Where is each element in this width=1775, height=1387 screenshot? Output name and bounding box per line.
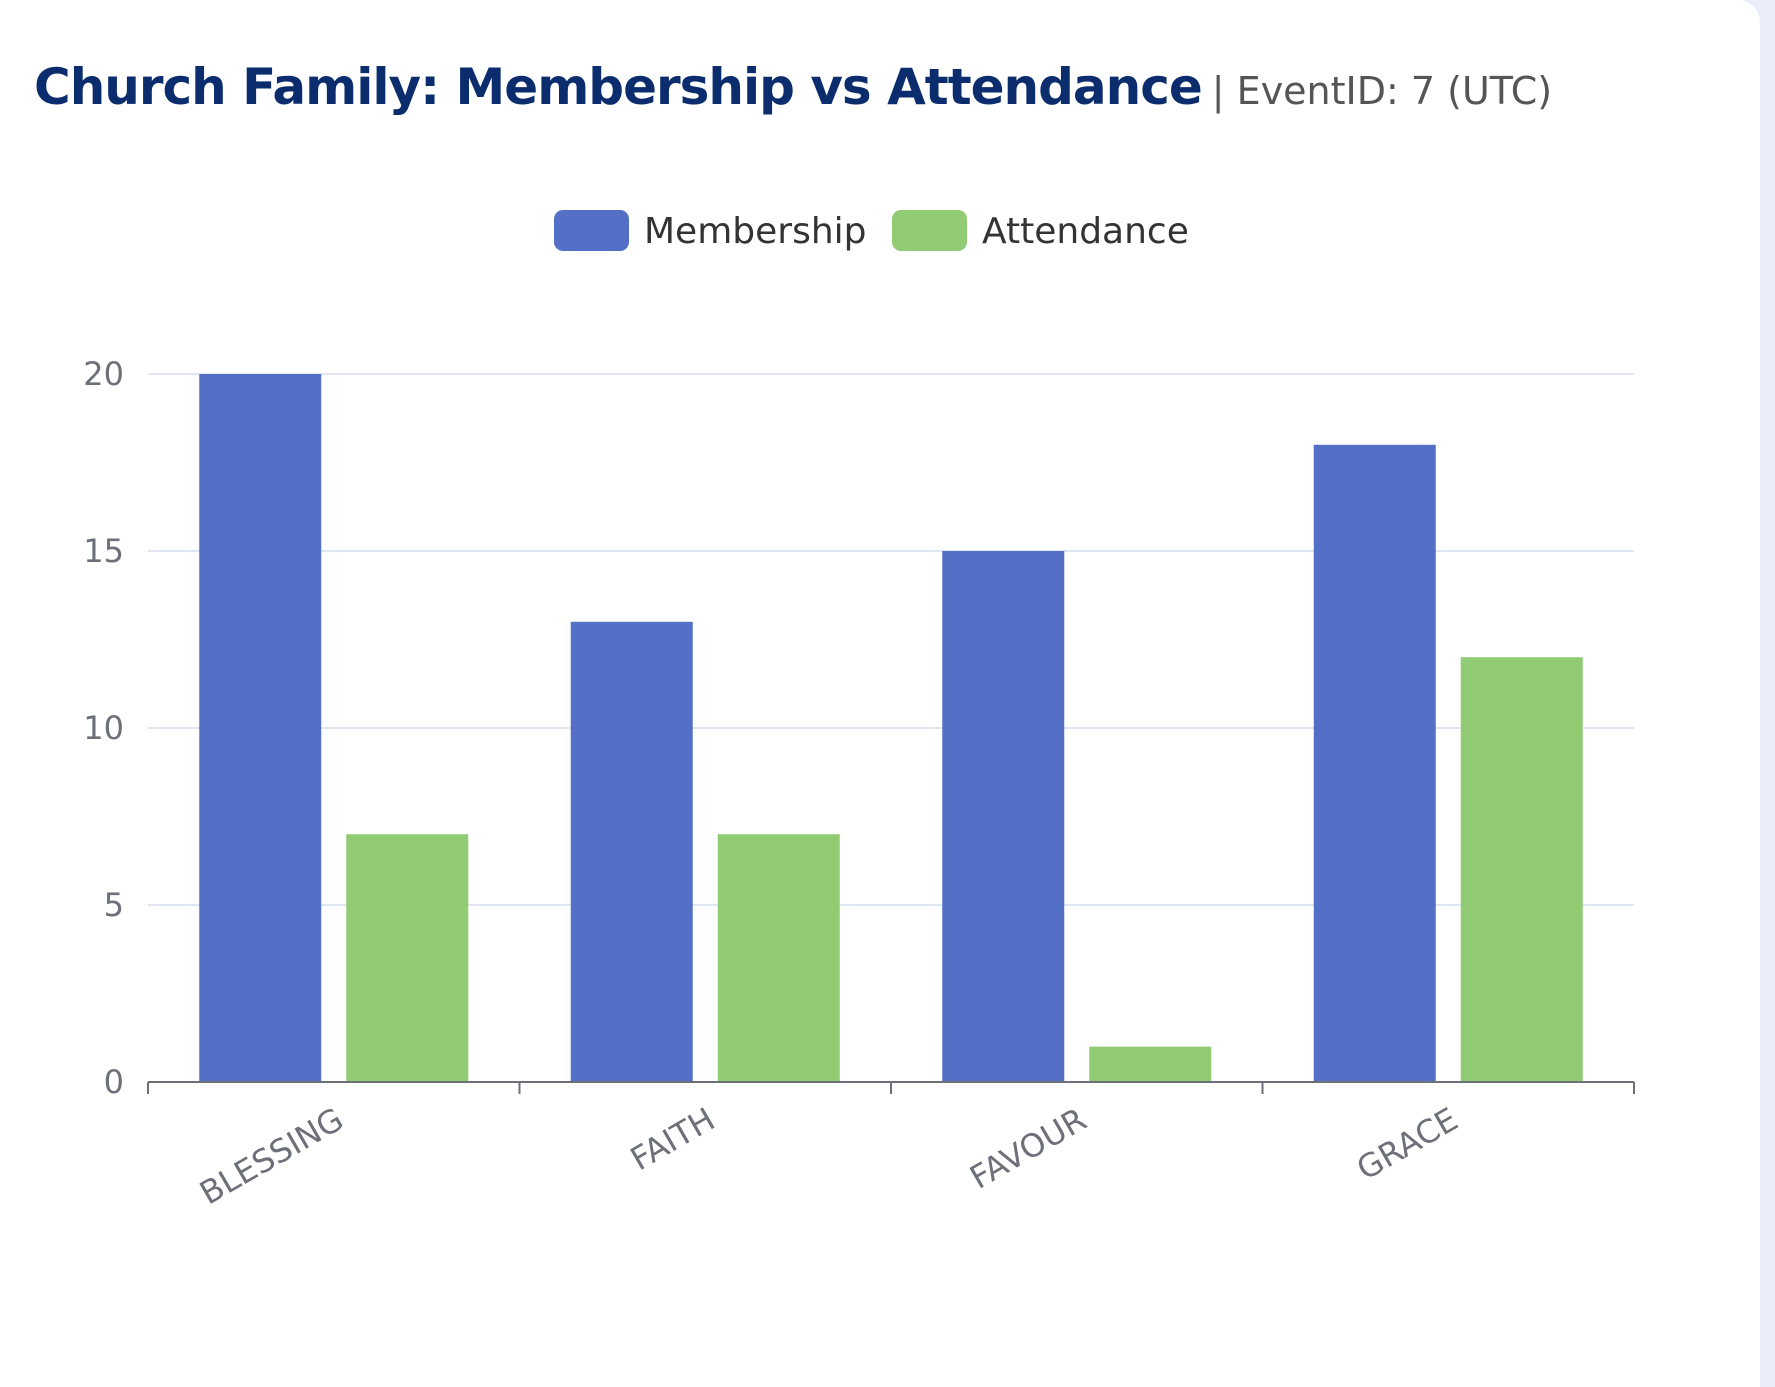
legend-swatch-attendance: [892, 210, 967, 251]
legend-swatch-membership: [554, 210, 629, 251]
bar-membership-favour: [942, 551, 1065, 1082]
bar-attendance-grace: [1460, 657, 1583, 1082]
bar-membership-grace: [1313, 444, 1436, 1082]
x-tick-label: GRACE: [1350, 1100, 1464, 1188]
bar-attendance-faith: [717, 834, 840, 1082]
y-tick-label: 20: [83, 355, 124, 393]
y-tick-label: 15: [83, 532, 124, 570]
bar-attendance-favour: [1089, 1046, 1212, 1082]
legend-label-attendance: Attendance: [982, 211, 1189, 252]
title-subtitle: | EventID: 7 (UTC): [1211, 69, 1553, 113]
chart-title: Church Family: Membership vs Attendance |…: [34, 58, 1552, 116]
legend-label-membership: Membership: [644, 211, 867, 252]
bar-membership-faith: [570, 621, 693, 1082]
title-main: Church Family: Membership vs Attendance: [34, 58, 1203, 116]
x-tick-label: FAITH: [624, 1100, 721, 1178]
bar-attendance-blessing: [346, 834, 469, 1082]
x-tick-label: FAVOUR: [963, 1100, 1092, 1197]
y-tick-label: 0: [104, 1063, 124, 1101]
bar-membership-blessing: [199, 374, 322, 1082]
x-tick-label: BLESSING: [193, 1100, 350, 1212]
y-tick-label: 5: [104, 886, 124, 924]
y-tick-label: 10: [83, 709, 124, 747]
